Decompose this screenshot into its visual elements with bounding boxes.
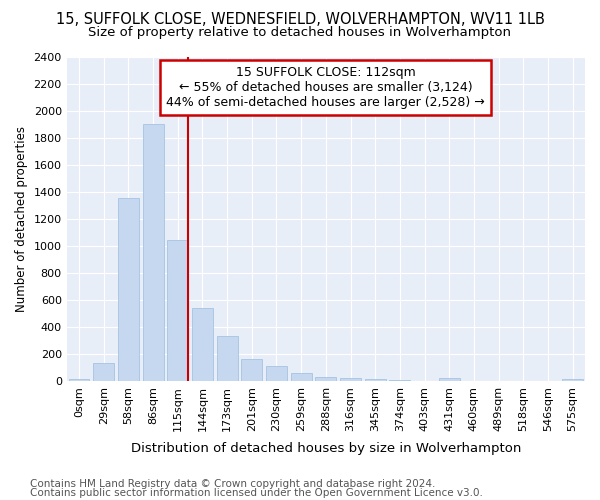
Bar bbox=[241, 358, 262, 381]
Text: 15, SUFFOLK CLOSE, WEDNESFIELD, WOLVERHAMPTON, WV11 1LB: 15, SUFFOLK CLOSE, WEDNESFIELD, WOLVERHA… bbox=[56, 12, 544, 28]
Text: Contains HM Land Registry data © Crown copyright and database right 2024.: Contains HM Land Registry data © Crown c… bbox=[30, 479, 436, 489]
Bar bbox=[365, 379, 386, 381]
Bar bbox=[192, 308, 213, 381]
Bar bbox=[93, 364, 114, 381]
Y-axis label: Number of detached properties: Number of detached properties bbox=[15, 126, 28, 312]
Bar bbox=[340, 378, 361, 381]
Text: 15 SUFFOLK CLOSE: 112sqm
← 55% of detached houses are smaller (3,124)
44% of sem: 15 SUFFOLK CLOSE: 112sqm ← 55% of detach… bbox=[166, 66, 485, 109]
Bar bbox=[118, 198, 139, 381]
Bar bbox=[316, 377, 337, 381]
Bar bbox=[68, 379, 89, 381]
Bar bbox=[439, 378, 460, 381]
Bar bbox=[266, 366, 287, 381]
Bar bbox=[562, 379, 583, 381]
X-axis label: Distribution of detached houses by size in Wolverhampton: Distribution of detached houses by size … bbox=[131, 442, 521, 455]
Text: Size of property relative to detached houses in Wolverhampton: Size of property relative to detached ho… bbox=[89, 26, 511, 39]
Bar bbox=[143, 124, 164, 381]
Bar bbox=[217, 336, 238, 381]
Bar bbox=[167, 240, 188, 381]
Text: Contains public sector information licensed under the Open Government Licence v3: Contains public sector information licen… bbox=[30, 488, 483, 498]
Bar bbox=[389, 380, 410, 381]
Bar bbox=[290, 374, 311, 381]
